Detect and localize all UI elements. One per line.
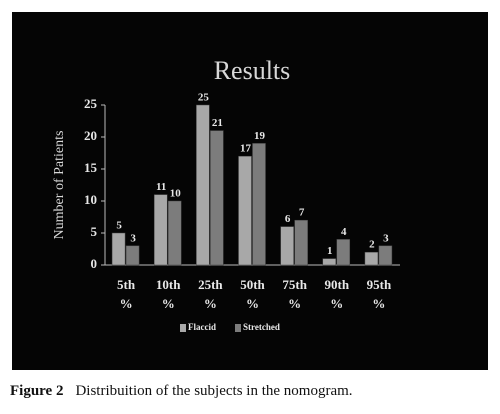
bar (238, 155, 252, 266)
data-label: 25 (198, 92, 210, 104)
y-tick-label: 25 (84, 96, 98, 111)
bar (364, 251, 379, 266)
data-label: 7 (299, 207, 305, 219)
bar (322, 258, 337, 266)
legend-label: Flaccid (188, 322, 216, 332)
data-label: 17 (240, 143, 252, 155)
figure-label: Figure 2 (10, 383, 64, 399)
chart-title: Results (214, 56, 291, 85)
x-tick-label: 10th % (155, 277, 181, 311)
x-tick-label: 25th % (198, 277, 223, 311)
x-tick-label: 95th % (366, 277, 392, 311)
legend-swatch (180, 324, 186, 332)
y-tick-label: 15 (84, 160, 98, 175)
x-tick-label: 50th % (240, 277, 265, 311)
data-label: 4 (341, 226, 347, 238)
bar (252, 143, 266, 266)
data-label: 10 (170, 188, 182, 200)
data-label: 5 (116, 220, 122, 232)
data-label: 11 (156, 181, 166, 193)
x-tick-label: 75th % (282, 277, 307, 311)
y-tick-label: 10 (84, 192, 97, 207)
data-label: 21 (212, 117, 223, 129)
data-label: 3 (383, 232, 389, 244)
y-tick-label: 5 (91, 224, 98, 239)
caption-text: Distribuition of the subjects in the nom… (75, 383, 353, 399)
bar (196, 104, 210, 266)
bar (111, 232, 126, 266)
x-tick-label: 5th % (117, 277, 136, 311)
data-label: 19 (254, 130, 266, 142)
bar (294, 219, 308, 266)
data-label: 3 (130, 232, 136, 244)
bar (153, 194, 168, 266)
data-label: 2 (369, 239, 375, 251)
bar (125, 245, 140, 266)
chart: Results Number of Patients 0510152025531… (12, 12, 488, 370)
legend-label: Stretched (243, 322, 280, 332)
bar (336, 239, 351, 266)
y-tick-label: 20 (84, 128, 97, 143)
y-tick-label: 0 (91, 256, 98, 271)
y-axis-label: Number of Patients (52, 131, 67, 240)
bar (378, 245, 393, 266)
x-tick-label: 90th % (324, 277, 350, 311)
bar (210, 130, 224, 266)
caption: Figure 2 Distribuition of the subjects in… (10, 383, 353, 400)
bar (280, 226, 294, 266)
data-label: 1 (327, 245, 333, 257)
legend-swatch (235, 324, 241, 332)
data-label: 6 (285, 213, 291, 225)
bar (167, 200, 182, 266)
